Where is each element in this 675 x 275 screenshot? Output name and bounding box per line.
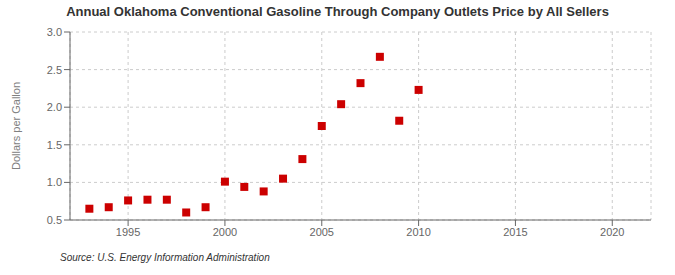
svg-text:2.5: 2.5 (47, 64, 62, 76)
svg-text:2020: 2020 (600, 226, 624, 238)
svg-text:2015: 2015 (503, 226, 527, 238)
svg-text:2005: 2005 (310, 226, 334, 238)
svg-text:1.0: 1.0 (47, 176, 62, 188)
svg-text:1995: 1995 (116, 226, 140, 238)
html-text:Annual Oklahoma Conventional G: Annual Oklahoma Conventional Gasoline Th… (66, 4, 609, 19)
svg-text:0.5: 0.5 (47, 214, 62, 226)
svg-text:2010: 2010 (406, 226, 430, 238)
svg-text:Dollars per Gallon: Dollars per Gallon (10, 82, 22, 170)
svg-text:2.0: 2.0 (47, 101, 62, 113)
svg-text:1.5: 1.5 (47, 139, 62, 151)
html-text:Source: U.S. Energy Informatio: Source: U.S. Energy Information Administ… (60, 252, 270, 263)
svg-text:2000: 2000 (213, 226, 237, 238)
svg-text:3.0: 3.0 (47, 26, 62, 38)
